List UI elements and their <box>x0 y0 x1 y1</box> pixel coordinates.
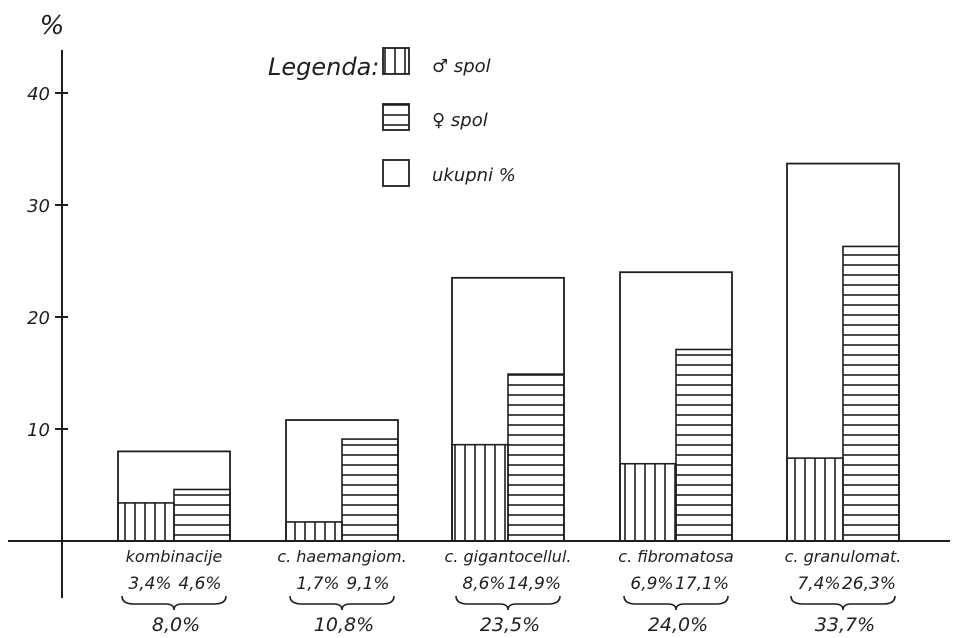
female-value-label: 14,9% <box>507 574 561 594</box>
female-value-label: 4,6% <box>178 574 221 594</box>
total-value-label: 10,8% <box>314 614 374 636</box>
bar-male <box>285 521 343 542</box>
female-value-label: 26,3% <box>842 574 896 594</box>
legend-swatch-female <box>382 103 410 131</box>
legend-item-male: ♂ spol <box>432 56 491 77</box>
total-value-label: 8,0% <box>152 614 200 636</box>
category-label: c. gigantocellul. <box>445 547 572 566</box>
bars <box>117 162 900 542</box>
y-tick-label: 10 <box>27 420 50 441</box>
y-tick-label: 40 <box>27 84 50 105</box>
bracket <box>455 595 561 611</box>
bar-female <box>341 438 399 542</box>
bar-female <box>842 245 900 542</box>
male-value-label: 1,7% <box>296 574 339 594</box>
category-label: c. haemangiom. <box>277 547 406 566</box>
bar-male <box>451 443 509 542</box>
y-tick-label: 30 <box>27 196 50 217</box>
male-value-label: 3,4% <box>128 574 171 594</box>
legend-item-total: ukupni % <box>432 165 516 186</box>
y-axis-label: % <box>40 11 65 41</box>
category-label: kombinacije <box>126 547 223 566</box>
total-value-label: 24,0% <box>648 614 708 636</box>
bar-female <box>507 373 565 542</box>
total-value-label: 33,7% <box>815 614 875 636</box>
bar-female <box>675 348 733 542</box>
category-label: c. fibromatosa <box>618 547 733 566</box>
category-labels: kombinacije 3,4% 4,6% 8,0% c. haemangiom. 1,7… <box>121 547 902 636</box>
legend: Legenda: ♂ spol ♀ spol ukupni % <box>268 47 516 187</box>
legend-swatch-male <box>382 47 410 75</box>
legend-title: Legenda: <box>268 53 379 81</box>
bracket <box>121 595 227 611</box>
legend-item-female: ♀ spol <box>432 110 488 131</box>
male-value-label: 7,4% <box>797 574 840 594</box>
bracket <box>289 595 395 611</box>
bar-male <box>619 462 677 542</box>
legend-swatch-total <box>382 159 410 187</box>
bracket <box>790 595 896 611</box>
female-value-label: 17,1% <box>675 574 729 594</box>
male-value-label: 6,9% <box>630 574 673 594</box>
male-value-label: 8,6% <box>462 574 505 594</box>
bar-male <box>786 457 844 542</box>
y-ticks: 10 20 30 40 <box>27 84 68 441</box>
female-value-label: 9,1% <box>346 574 389 594</box>
bar-female <box>173 488 231 542</box>
total-value-label: 23,5% <box>480 614 540 636</box>
category-label: c. granulomat. <box>785 547 902 566</box>
y-tick-label: 20 <box>27 308 50 329</box>
bar-male <box>117 502 175 542</box>
bracket <box>623 595 729 611</box>
